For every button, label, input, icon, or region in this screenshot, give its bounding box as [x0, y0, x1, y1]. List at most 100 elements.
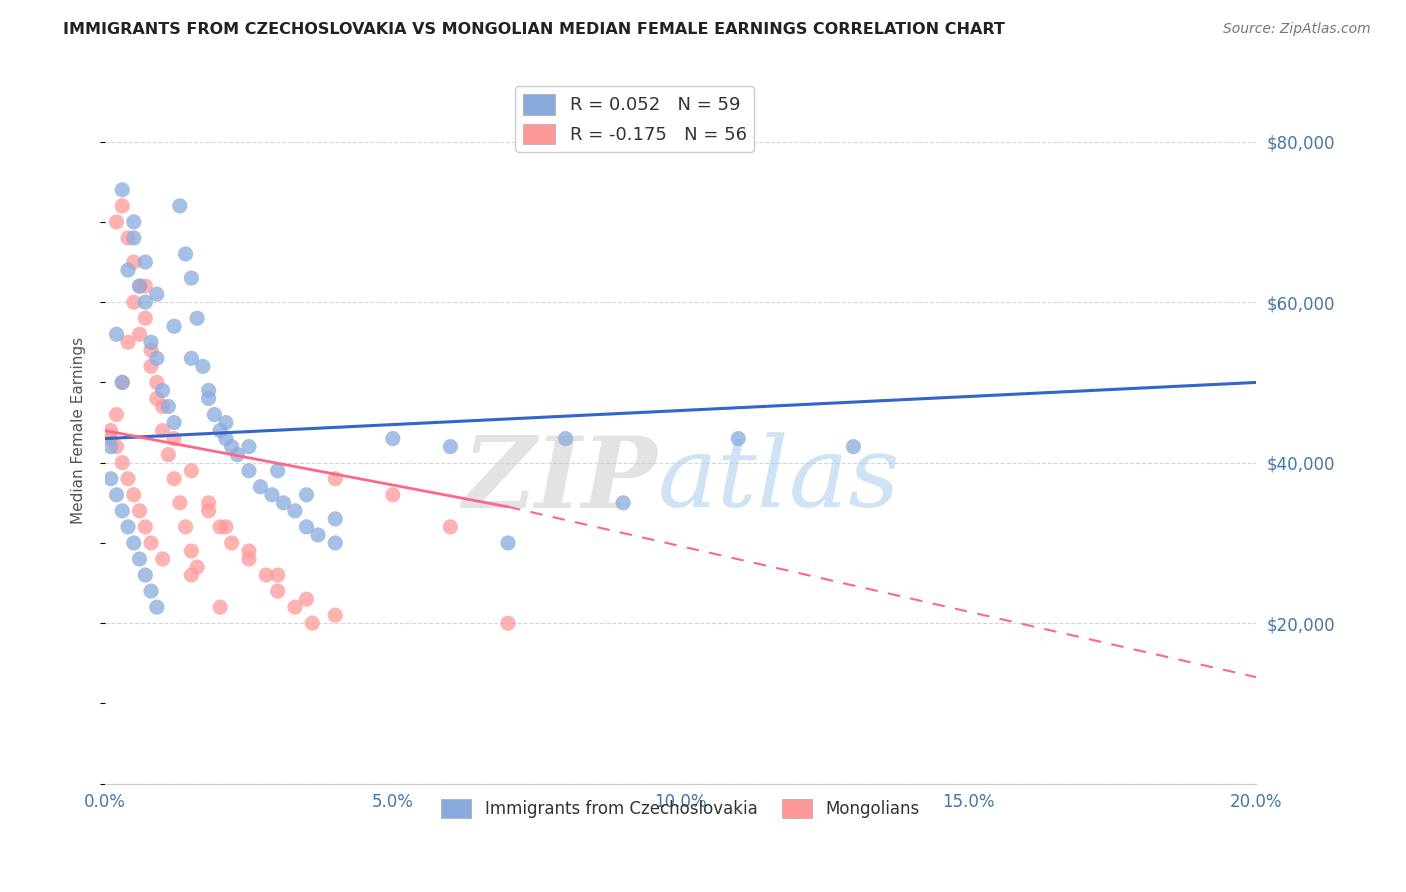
Point [215, 416, 238, 430]
Point [284, 504, 307, 518]
Point [295, 520, 318, 534]
Point [139, 584, 162, 599]
Point [209, 520, 232, 534]
Point [226, 448, 249, 462]
Point [122, 215, 145, 229]
Point [323, 512, 346, 526]
Point [496, 536, 519, 550]
Point [284, 600, 307, 615]
Point [221, 440, 243, 454]
Point [100, 440, 122, 454]
Point [146, 600, 169, 615]
Point [197, 496, 219, 510]
Point [146, 376, 169, 390]
Point [186, 311, 208, 326]
Point [134, 255, 156, 269]
Point [496, 616, 519, 631]
Point [254, 568, 277, 582]
Point [111, 376, 134, 390]
Point [157, 448, 180, 462]
Point [111, 376, 134, 390]
Point [169, 199, 191, 213]
Text: atlas: atlas [658, 433, 900, 528]
Point [111, 183, 134, 197]
Point [267, 464, 290, 478]
Text: Source: ZipAtlas.com: Source: ZipAtlas.com [1223, 22, 1371, 37]
Point [180, 351, 202, 366]
Point [163, 472, 186, 486]
Point [152, 552, 174, 566]
Point [323, 472, 346, 486]
Point [105, 440, 128, 454]
Point [105, 488, 128, 502]
Point [122, 536, 145, 550]
Point [134, 295, 156, 310]
Point [180, 464, 202, 478]
Point [186, 560, 208, 574]
Point [323, 608, 346, 623]
Point [238, 464, 260, 478]
Point [139, 359, 162, 374]
Text: IMMIGRANTS FROM CZECHOSLOVAKIA VS MONGOLIAN MEDIAN FEMALE EARNINGS CORRELATION C: IMMIGRANTS FROM CZECHOSLOVAKIA VS MONGOL… [63, 22, 1005, 37]
Point [105, 327, 128, 342]
Point [134, 311, 156, 326]
Point [215, 432, 238, 446]
Point [249, 480, 271, 494]
Point [122, 295, 145, 310]
Point [727, 432, 749, 446]
Point [381, 488, 404, 502]
Point [163, 416, 186, 430]
Point [307, 528, 329, 542]
Point [157, 400, 180, 414]
Point [163, 432, 186, 446]
Point [180, 544, 202, 558]
Point [134, 520, 156, 534]
Point [105, 215, 128, 229]
Point [146, 351, 169, 366]
Point [152, 424, 174, 438]
Point [128, 279, 150, 293]
Y-axis label: Median Female Earnings: Median Female Earnings [72, 337, 86, 524]
Point [117, 335, 139, 350]
Text: ZIP: ZIP [463, 432, 658, 528]
Legend: Immigrants from Czechoslovakia, Mongolians: Immigrants from Czechoslovakia, Mongolia… [434, 792, 927, 825]
Point [842, 440, 865, 454]
Point [122, 255, 145, 269]
Point [100, 424, 122, 438]
Point [273, 496, 295, 510]
Point [111, 504, 134, 518]
Point [128, 552, 150, 566]
Point [295, 488, 318, 502]
Point [174, 247, 197, 261]
Point [612, 496, 634, 510]
Point [122, 488, 145, 502]
Point [202, 408, 225, 422]
Point [209, 600, 232, 615]
Point [197, 384, 219, 398]
Point [301, 616, 323, 631]
Point [117, 472, 139, 486]
Point [128, 504, 150, 518]
Point [152, 384, 174, 398]
Point [105, 408, 128, 422]
Point [209, 424, 232, 438]
Point [117, 263, 139, 277]
Point [128, 279, 150, 293]
Point [439, 520, 461, 534]
Point [267, 584, 290, 599]
Point [295, 592, 318, 607]
Point [180, 271, 202, 285]
Point [117, 520, 139, 534]
Point [554, 432, 576, 446]
Point [146, 392, 169, 406]
Point [191, 359, 214, 374]
Point [238, 544, 260, 558]
Point [260, 488, 283, 502]
Point [128, 327, 150, 342]
Point [111, 199, 134, 213]
Point [146, 287, 169, 301]
Point [139, 335, 162, 350]
Point [169, 496, 191, 510]
Point [117, 231, 139, 245]
Point [139, 536, 162, 550]
